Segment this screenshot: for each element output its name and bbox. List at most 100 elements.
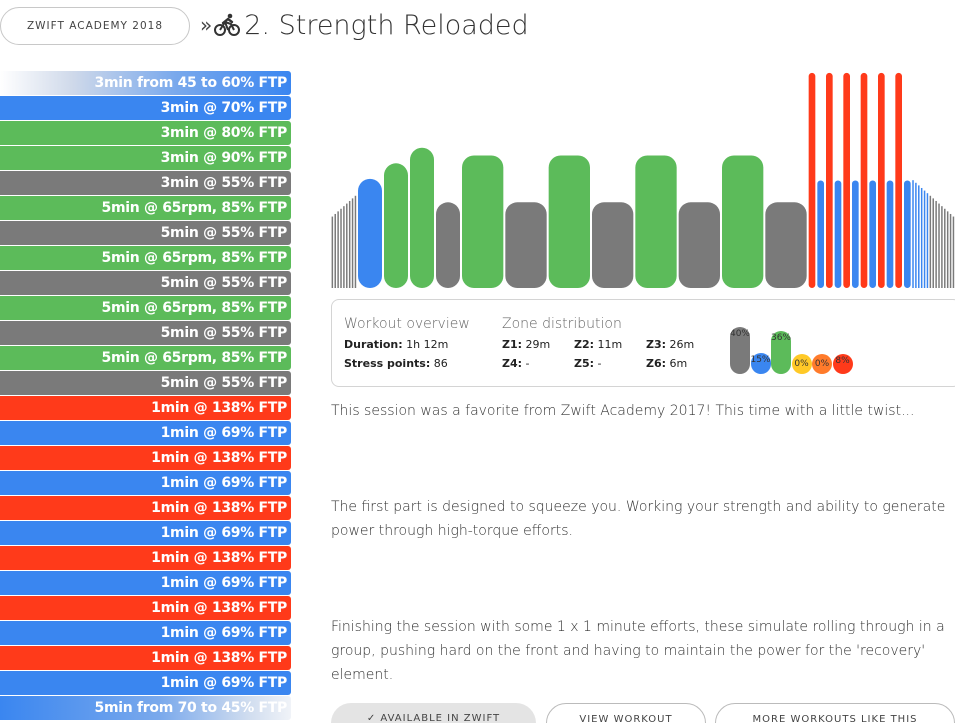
- interval-row[interactable]: 1min @ 69% FTP: [0, 571, 291, 595]
- zone-pct-label: 36%: [770, 333, 791, 343]
- workout-block: [886, 180, 894, 288]
- zone-pill: [812, 354, 832, 374]
- workout-block: [944, 208, 946, 288]
- interval-row[interactable]: 1min @ 138% FTP: [0, 546, 291, 570]
- available-in-zwift-button[interactable]: ✓ AVAILABLE IN ZWIFT: [331, 703, 536, 723]
- interval-row[interactable]: 3min @ 90% FTP: [0, 146, 291, 170]
- interval-row[interactable]: 3min @ 80% FTP: [0, 121, 291, 145]
- interval-row[interactable]: 5min @ 55% FTP: [0, 371, 291, 395]
- workout-block: [932, 198, 934, 288]
- zone-pill: [832, 354, 853, 374]
- cyclist-icon: [214, 13, 241, 36]
- workout-block: [505, 202, 547, 288]
- interval-row[interactable]: 1min @ 138% FTP: [0, 496, 291, 520]
- description-first-part: The first part is designed to squeeze yo…: [331, 499, 946, 539]
- workout-block: [635, 155, 677, 288]
- workout-block: [358, 178, 382, 288]
- workout-block: [592, 202, 634, 288]
- workout-block: [852, 180, 859, 288]
- interval-row[interactable]: 5min from 70 to 45% FTP: [0, 696, 291, 720]
- workout-block: [918, 185, 920, 288]
- duration-row: Duration: 1h 12m: [344, 338, 448, 351]
- workout-block: [548, 155, 590, 288]
- workout-block: [952, 216, 955, 288]
- workout-block: [941, 206, 943, 288]
- zone-pct-label: 0%: [814, 359, 830, 369]
- interval-row[interactable]: 1min @ 69% FTP: [0, 421, 291, 445]
- interval-row[interactable]: 1min @ 69% FTP: [0, 671, 291, 695]
- workout-block: [678, 202, 720, 288]
- zone-z2: Z2: 11m: [574, 338, 623, 351]
- workout-block: [462, 155, 504, 288]
- workout-block: [920, 187, 923, 288]
- zone-z4: Z4: -: [502, 357, 530, 370]
- workout-block: [722, 155, 764, 288]
- workout-block: [354, 195, 357, 288]
- zone-pct-label: 8%: [835, 356, 850, 366]
- interval-row[interactable]: 1min @ 138% FTP: [0, 446, 291, 470]
- workout-block: [878, 72, 885, 288]
- stress-row: Stress points: 86: [344, 357, 448, 370]
- interval-row[interactable]: 1min @ 138% FTP: [0, 396, 291, 420]
- interval-row[interactable]: 1min @ 138% FTP: [0, 646, 291, 670]
- workout-block: [915, 182, 917, 288]
- zone-z5: Z5: -: [574, 357, 602, 370]
- zone-pill: [791, 354, 812, 374]
- workout-block: [346, 203, 348, 288]
- zone-pct-label: 40%: [729, 329, 750, 339]
- workout-block: [348, 200, 351, 288]
- more-workouts-button[interactable]: MORE WORKOUTS LIKE THIS: [715, 703, 955, 723]
- workout-block: [935, 200, 937, 288]
- interval-row[interactable]: 1min @ 69% FTP: [0, 621, 291, 645]
- interval-row[interactable]: 3min @ 70% FTP: [0, 96, 291, 120]
- zone-pct-label: 15%: [750, 355, 771, 365]
- interval-row[interactable]: 5min @ 55% FTP: [0, 271, 291, 295]
- zone-pct-label: 0%: [794, 359, 809, 369]
- workout-block: [410, 147, 434, 288]
- workout-block: [343, 206, 345, 288]
- zone-z1: Z1: 29m: [502, 338, 551, 351]
- workout-block: [817, 180, 824, 288]
- workout-block: [869, 180, 876, 288]
- interval-row[interactable]: 5min @ 65rpm, 85% FTP: [0, 196, 291, 220]
- interval-row[interactable]: 5min @ 55% FTP: [0, 321, 291, 345]
- interval-row[interactable]: 1min @ 69% FTP: [0, 471, 291, 495]
- view-workout-button[interactable]: VIEW WORKOUT: [546, 703, 706, 723]
- workout-block: [912, 180, 914, 288]
- stress-value: 86: [433, 357, 448, 370]
- zone-z6: Z6: 6m: [646, 357, 688, 370]
- workout-block: [843, 72, 850, 288]
- workout-block: [834, 180, 842, 288]
- workout-block: [895, 72, 902, 288]
- workout-block: [826, 72, 833, 288]
- interval-row[interactable]: 3min from 45 to 60% FTP: [0, 71, 291, 95]
- stress-label: Stress points:: [344, 357, 431, 370]
- interval-row[interactable]: 3min @ 55% FTP: [0, 171, 291, 195]
- title-row: » 2. Strength Reloaded: [200, 6, 529, 44]
- workout-block: [340, 208, 342, 288]
- workout-block: [860, 72, 868, 288]
- workout-block: [765, 202, 807, 288]
- interval-row[interactable]: 5min @ 65rpm, 85% FTP: [0, 296, 291, 320]
- workout-block: [949, 213, 952, 288]
- workout-block: [351, 198, 354, 288]
- workout-overview-title: Workout overview: [344, 316, 470, 332]
- description-finish: Finishing the session with some 1 x 1 mi…: [331, 619, 945, 683]
- zone-pill: [730, 327, 750, 374]
- zone-z3: Z3: 26m: [646, 338, 695, 351]
- workout-block: [946, 211, 949, 288]
- duration-value: 1h 12m: [406, 338, 449, 351]
- page-title: 2. Strength Reloaded: [244, 9, 529, 41]
- workout-block: [331, 216, 334, 288]
- workout-block: [384, 163, 408, 288]
- zone-distribution-title: Zone distribution: [502, 316, 622, 332]
- interval-row[interactable]: 5min @ 65rpm, 85% FTP: [0, 346, 291, 370]
- workout-profile-chart: [331, 72, 955, 288]
- interval-row[interactable]: 1min @ 69% FTP: [0, 521, 291, 545]
- breadcrumb-zwift-academy-2018[interactable]: ZWIFT ACADEMY 2018: [0, 7, 190, 45]
- interval-row[interactable]: 5min @ 65rpm, 85% FTP: [0, 246, 291, 270]
- interval-row[interactable]: 5min @ 55% FTP: [0, 221, 291, 245]
- interval-row[interactable]: 1min @ 138% FTP: [0, 596, 291, 620]
- interval-list: 3min from 45 to 60% FTP 3min @ 70% FTP 3mi…: [0, 71, 291, 721]
- workout-block: [938, 203, 940, 288]
